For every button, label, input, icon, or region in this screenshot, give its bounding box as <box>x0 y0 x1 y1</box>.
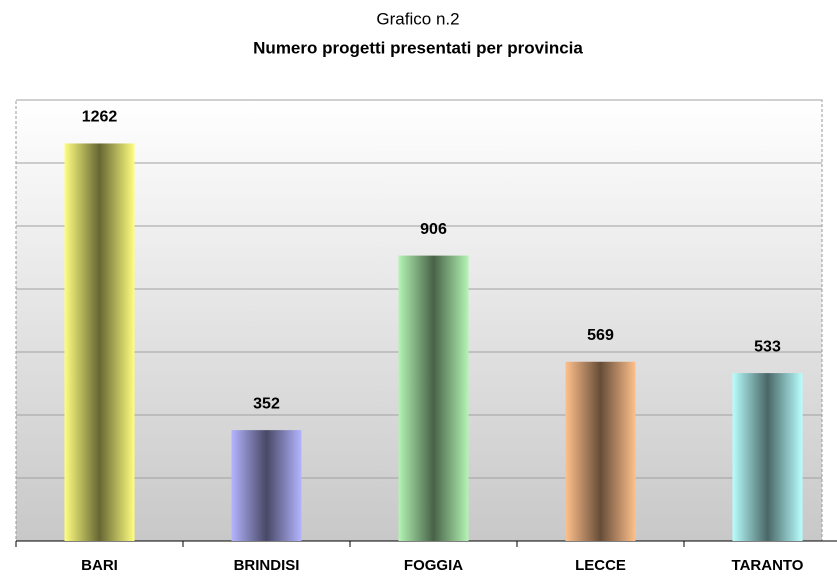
bar <box>64 143 135 541</box>
bar <box>732 373 803 541</box>
value-label: 906 <box>420 221 447 238</box>
value-label: 352 <box>253 395 280 412</box>
x-tick-label: FOGGIA <box>404 557 463 574</box>
bar <box>398 255 469 542</box>
x-tick-label: LECCE <box>575 557 626 574</box>
bar <box>565 361 636 541</box>
value-label: 1262 <box>82 109 118 126</box>
chart-subtitle: Numero progetti presentati per provincia <box>253 38 583 57</box>
x-tick-label: BRINDISI <box>234 557 300 574</box>
value-label: 569 <box>587 327 614 344</box>
x-tick-label: BARI <box>81 557 118 574</box>
value-label: 533 <box>754 338 781 355</box>
chart-title: Grafico n.2 <box>376 9 459 28</box>
x-tick-label: TARANTO <box>732 557 804 574</box>
bar <box>231 430 302 541</box>
